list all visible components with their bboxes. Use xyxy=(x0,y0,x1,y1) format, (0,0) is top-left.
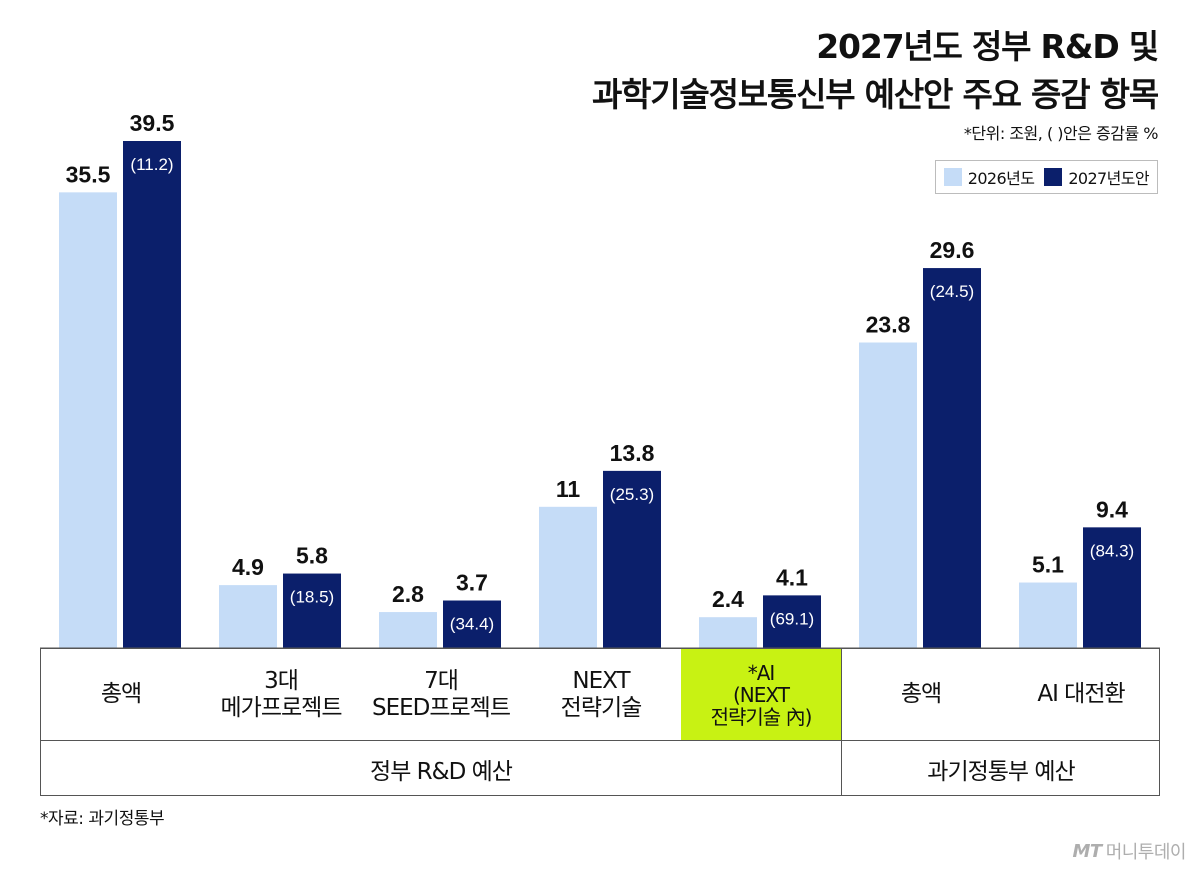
bar-2026-6 xyxy=(1019,582,1077,648)
logo-text: 머니투데이 xyxy=(1105,842,1187,863)
value-label-2027-3: 13.8 xyxy=(610,440,655,466)
legend-item-2026: 2026년도 xyxy=(943,165,1035,189)
value-label-2027-1: 5.8 xyxy=(296,543,328,569)
category-table: 총액 3대 메가프로젝트 7대 SEED프로젝트 NEXT 전략기술 *AI (NEXT 전략기술… xyxy=(40,648,1160,796)
category-label-5: 총액 xyxy=(900,681,942,708)
bar-2027-3 xyxy=(603,470,661,648)
value-label-2027-4: 4.1 xyxy=(776,564,808,590)
publisher-logo: MT 머니투데이 xyxy=(1072,838,1186,864)
source-note: *자료: 과기정통부 xyxy=(40,809,165,829)
category-label-line: 총액 xyxy=(900,681,942,708)
category-label-line: AI 대전환 xyxy=(1037,681,1125,708)
growth-rate-label-1: (18.5) xyxy=(290,588,334,607)
group-label-0: 정부 R&D 예산 xyxy=(370,758,513,785)
category-label-line: NEXT xyxy=(572,668,630,695)
logo-mt: MT xyxy=(1072,840,1102,862)
growth-rate-label-3: (25.3) xyxy=(610,485,654,504)
category-cell-3: NEXT 전략기술 xyxy=(521,649,681,740)
category-cell-4: *AI (NEXT 전략기술 內) xyxy=(681,649,841,740)
value-label-2027-5: 29.6 xyxy=(930,237,975,263)
category-cell-5: 총액 xyxy=(841,649,1001,740)
category-label-line: 3대 xyxy=(264,668,299,695)
growth-rate-label-5: (24.5) xyxy=(930,282,974,301)
legend-label-2026: 2026년도 xyxy=(967,169,1035,188)
bar-2026-3 xyxy=(539,506,597,648)
category-label-line: 전략기술 內) xyxy=(710,704,813,729)
category-label-line: 7대 xyxy=(424,668,459,695)
bar-2026-2 xyxy=(379,612,437,648)
legend-swatch-2027 xyxy=(1044,168,1063,186)
value-label-2026-0: 35.5 xyxy=(66,161,111,187)
bar-2027-0 xyxy=(123,141,181,648)
legend-label-2027: 2027년도안 xyxy=(1068,169,1149,188)
category-label-1: 3대 메가프로젝트 xyxy=(220,668,343,721)
chart-title-line2: 과학기술정보통신부 예산안 주요 증감 항목 xyxy=(591,75,1159,114)
category-label-line: 총액 xyxy=(100,681,142,708)
value-label-2026-6: 5.1 xyxy=(1032,552,1064,578)
bar-2026-0 xyxy=(59,192,117,648)
bar-2026-4 xyxy=(699,617,757,648)
legend: 2026년도 2027년도안 xyxy=(934,160,1158,194)
value-label-2027-2: 3.7 xyxy=(456,570,488,596)
category-label-3: NEXT 전략기술 xyxy=(560,668,643,721)
bar-2027-4 xyxy=(763,595,821,648)
category-label-line: 메가프로젝트 xyxy=(220,694,343,721)
category-cell-1: 3대 메가프로젝트 xyxy=(201,649,361,740)
group-separator xyxy=(841,649,842,795)
growth-rate-label-6: (84.3) xyxy=(1090,541,1134,560)
bar-2027-5 xyxy=(923,268,981,648)
growth-rate-label-4: (69.1) xyxy=(770,609,814,628)
value-label-2026-1: 4.9 xyxy=(232,554,264,580)
category-label-line: 전략기술 xyxy=(560,694,643,721)
category-cell-6: AI 대전환 xyxy=(1001,649,1161,740)
value-label-2026-5: 23.8 xyxy=(866,312,911,338)
value-label-2026-4: 2.4 xyxy=(712,586,744,612)
category-label-line: *AI xyxy=(747,660,776,685)
category-label-0: 총액 xyxy=(100,681,142,708)
value-label-2026-3: 11 xyxy=(556,476,581,502)
category-label-2: 7대 SEED프로젝트 xyxy=(371,668,511,721)
value-label-2027-0: 39.5 xyxy=(130,110,175,136)
category-label-4: *AI (NEXT 전략기술 內) xyxy=(710,660,813,729)
bar-2026-5 xyxy=(859,342,917,648)
growth-rate-label-0: (11.2) xyxy=(130,155,173,174)
category-label-line: (NEXT xyxy=(733,682,790,707)
category-label-line: SEED프로젝트 xyxy=(371,694,511,721)
category-cell-0: 총액 xyxy=(41,649,201,740)
value-label-2027-6: 9.4 xyxy=(1096,496,1128,522)
group-label-1: 과기정통부 예산 xyxy=(927,758,1075,785)
value-label-2026-2: 2.8 xyxy=(392,581,424,607)
chart-title-line1: 2027년도 정부 R&D 및 xyxy=(816,27,1159,66)
bar-2026-1 xyxy=(219,585,277,648)
bar-2027-1 xyxy=(283,573,341,648)
category-cell-2: 7대 SEED프로젝트 xyxy=(361,649,521,740)
growth-rate-label-2: (34.4) xyxy=(450,615,494,634)
bar-2027-2 xyxy=(443,600,501,648)
legend-item-2027: 2027년도안 xyxy=(1044,165,1150,189)
category-label-6: AI 대전환 xyxy=(1037,681,1125,708)
legend-swatch-2026 xyxy=(943,168,962,186)
unit-note: *단위: 조원, ( )안은 증감률 % xyxy=(963,124,1159,143)
table-divider xyxy=(41,740,1159,741)
bar-2027-6 xyxy=(1083,527,1141,648)
bar-chart: 35.5 39.5 (11.2) 4.9 5.8 (18.5) 2.8 3.7 (34.4) 11… xyxy=(40,110,1160,649)
